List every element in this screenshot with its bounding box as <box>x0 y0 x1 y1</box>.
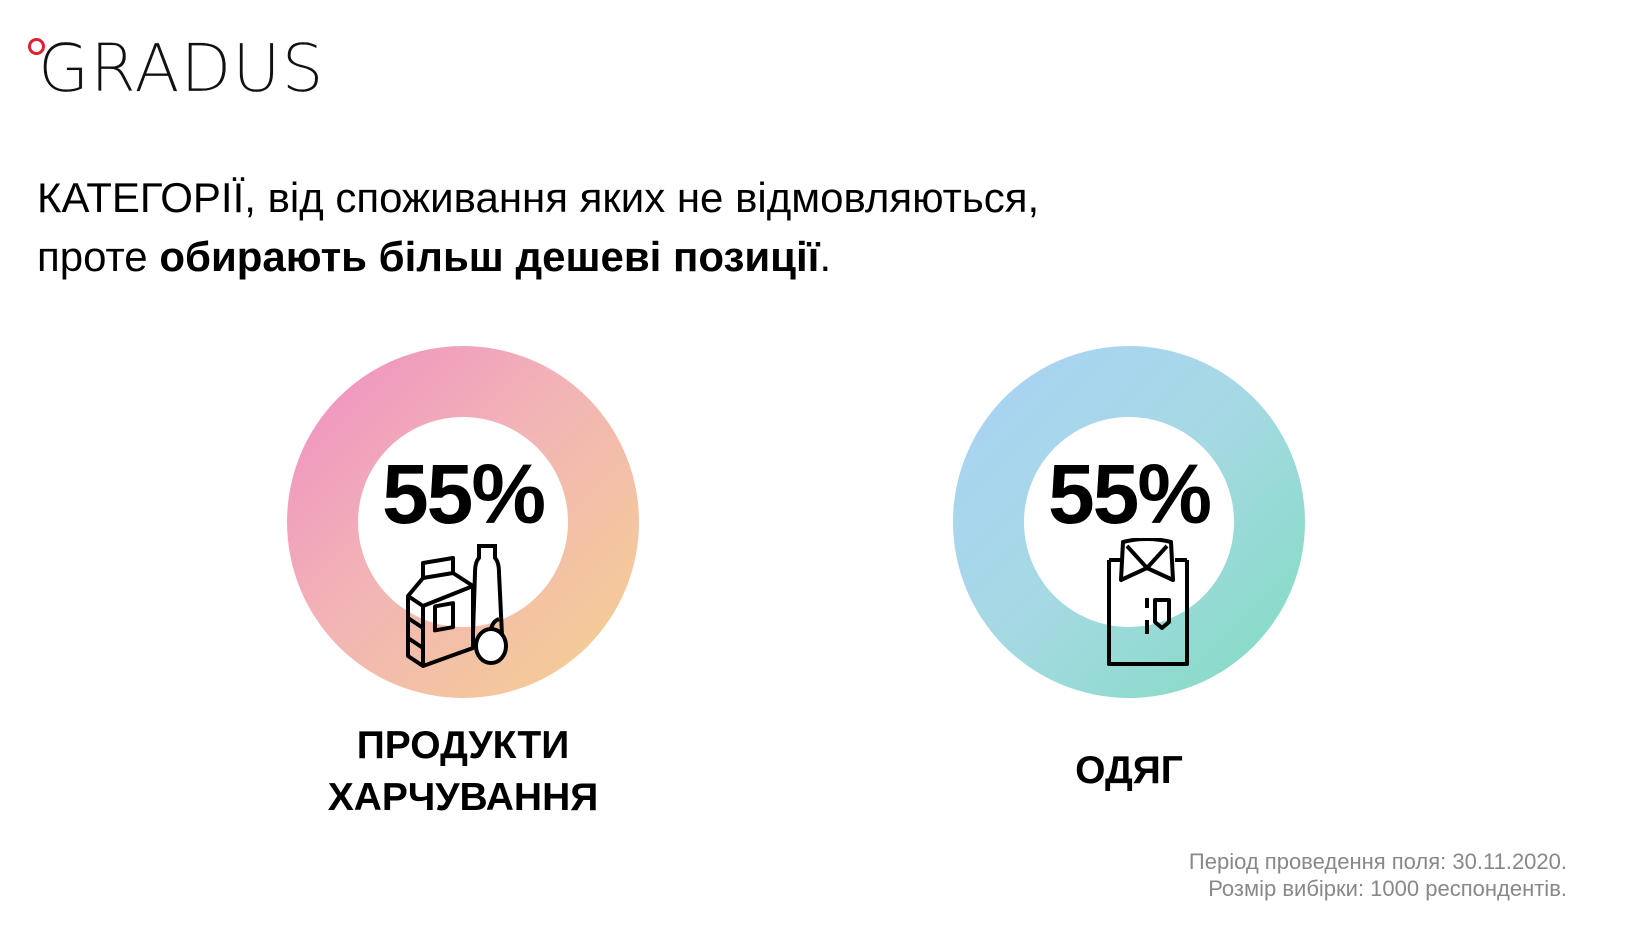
shirt-icon <box>1107 538 1189 666</box>
clothes-percent: 55% <box>1047 447 1212 541</box>
donut-hole <box>1024 417 1234 627</box>
groceries-icon <box>406 544 508 668</box>
logo-dot-icon <box>28 38 45 55</box>
title-line2-end: . <box>819 233 832 280</box>
sample-size: Розмір вибірки: 1000 респондентів. <box>1208 876 1567 901</box>
gradus-logo: GRADUS <box>24 33 324 104</box>
food-donut: 55% <box>287 346 639 698</box>
field-period: Період проведення поля: 30.11.2020. <box>1188 849 1567 874</box>
footer-note: Період проведення поля: 30.11.2020. Розм… <box>1189 848 1567 902</box>
food-percent: 55% <box>381 447 546 541</box>
clothes-label: ОДЯГ <box>1075 749 1183 792</box>
food-label: ПРОДУКТИ ХАРЧУВАННЯ <box>213 720 713 824</box>
title-line2-bold: обирають більш дешеві позиції <box>159 233 820 280</box>
food-label-line2: ХАРЧУВАННЯ <box>327 776 599 819</box>
title-line2-regular: проте <box>37 233 160 280</box>
logo-text: GRADUS <box>38 30 325 107</box>
title-line1: КАТЕГОРІЇ, від споживання яких не відмов… <box>37 174 1040 221</box>
page-title: КАТЕГОРІЇ, від споживання яких не відмов… <box>37 168 1039 286</box>
food-label-line1: ПРОДУКТИ <box>356 724 570 767</box>
clothes-donut: 55% <box>953 346 1305 698</box>
